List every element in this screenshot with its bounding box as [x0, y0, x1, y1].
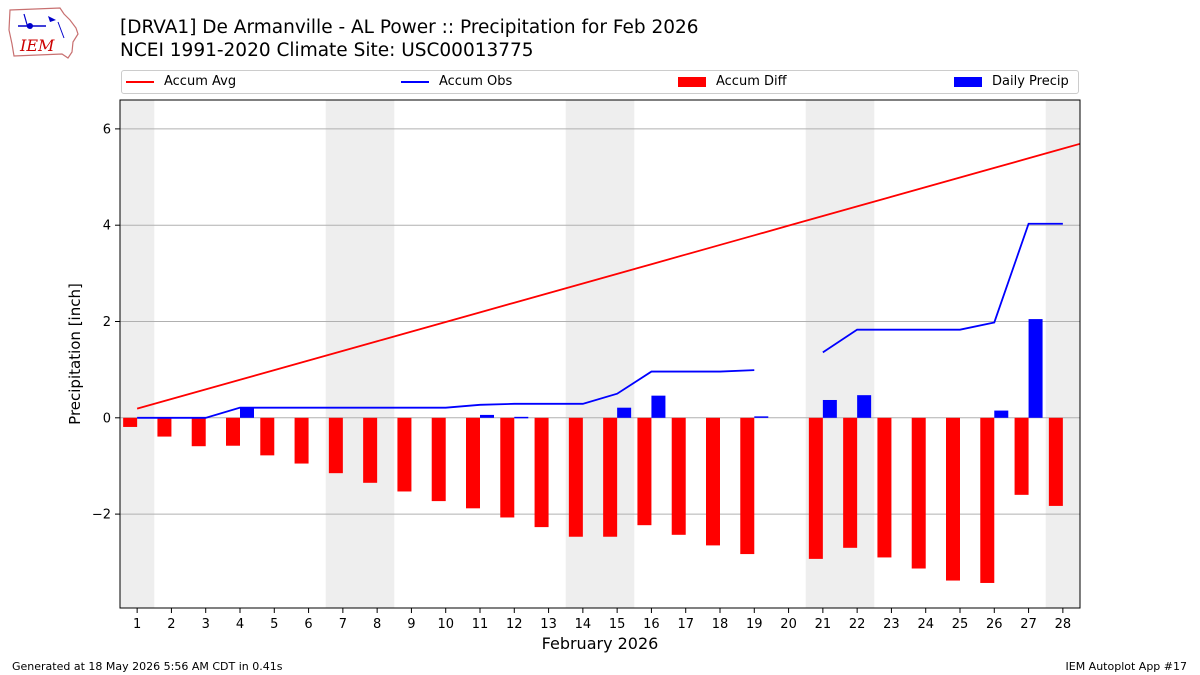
daily-precip-bar [651, 395, 666, 418]
plot-frame [119, 99, 1081, 609]
legend-label-accum-avg: Accum Avg [164, 74, 237, 89]
accum-diff-bar [877, 417, 892, 558]
legend-swatch-accum-obs [401, 80, 429, 83]
y-tick-label: 6 [103, 122, 111, 137]
y-tick-label: 0 [103, 411, 111, 426]
daily-precip-bar [480, 414, 494, 418]
footer-app: IEM Autoplot App #17 [1065, 660, 1188, 673]
x-tick-label: 13 [540, 617, 557, 632]
logo-wordmark: IEM [19, 36, 55, 55]
weekend-band [120, 100, 155, 608]
x-tick-label: 10 [437, 617, 454, 632]
x-tick-label: 14 [575, 617, 592, 632]
y-tick-label: 4 [103, 219, 111, 234]
x-tick-label: 24 [917, 617, 934, 632]
x-tick-label: 11 [472, 617, 489, 632]
accum-avg-line [136, 142, 1081, 410]
x-tick-label: 17 [677, 617, 694, 632]
legend-swatch-daily-precip [954, 76, 982, 87]
accum-diff-bar [431, 417, 446, 502]
x-tick-label: 19 [746, 617, 763, 632]
accum-diff-bar [397, 417, 412, 492]
chart-subtitle: NCEI 1991-2020 Climate Site: USC00013775 [120, 40, 534, 61]
accum-diff-bar [123, 417, 138, 427]
accum-diff-bar [260, 417, 275, 456]
legend-item-accum-diff: Accum Diff [678, 74, 787, 89]
x-tick-label: 25 [952, 617, 969, 632]
accum-diff-bar [534, 417, 549, 528]
legend-swatch-accum-diff [678, 76, 706, 87]
accum-diff-bar [808, 417, 823, 559]
x-tick-label: 2 [167, 617, 175, 632]
x-tick-label: 26 [986, 617, 1003, 632]
daily-precip-bar [1028, 319, 1043, 418]
accum-diff-bar [1048, 417, 1063, 506]
x-tick-label: 20 [780, 617, 797, 632]
legend-swatch-accum-avg [126, 80, 154, 83]
x-tick-label: 15 [609, 617, 626, 632]
accum-diff-bar [946, 417, 960, 581]
y-tick-label: −2 [92, 508, 111, 523]
accum-diff-bar [637, 417, 652, 526]
daily-precip-bar [754, 416, 769, 418]
x-axis-label: February 2026 [542, 634, 659, 653]
accum-diff-bar [568, 417, 583, 537]
legend-item-accum-avg: Accum Avg [126, 74, 236, 89]
x-tick-label: 23 [883, 617, 900, 632]
x-tick-label: 18 [712, 617, 729, 632]
accum-diff-bar [980, 417, 995, 583]
accum-diff-bar [466, 417, 480, 509]
accum-diff-bar [671, 417, 686, 535]
y-tick-label: 2 [103, 315, 111, 330]
legend-item-accum-obs: Accum Obs [401, 74, 512, 89]
y-axis-label: Precipitation [inch] [66, 283, 84, 425]
daily-precip-bar [994, 410, 1009, 418]
x-tick-label: 1 [133, 617, 141, 632]
x-tick-label: 22 [849, 617, 866, 632]
accum-diff-bar [603, 417, 618, 537]
accum-obs-line [822, 222, 1063, 354]
accum-diff-bar [191, 417, 206, 447]
accum-diff-bar [294, 417, 309, 464]
daily-precip-bar [857, 395, 872, 418]
x-tick-label: 3 [202, 617, 210, 632]
iem-logo: IEM [8, 7, 79, 59]
legend: Accum Avg Accum Obs Accum Diff Daily Pre… [121, 70, 1079, 94]
accum-diff-bar [500, 417, 515, 518]
daily-precip-bar [617, 407, 632, 418]
accum-diff-bar [706, 417, 720, 546]
accum-diff-bar [1014, 417, 1029, 495]
x-tick-label: 12 [506, 617, 523, 632]
x-tick-label: 6 [304, 617, 312, 632]
weekend-band [1045, 100, 1080, 608]
daily-precip-bar [514, 416, 529, 419]
legend-item-daily-precip: Daily Precip [954, 74, 1069, 89]
accum-diff-bar [328, 417, 343, 474]
x-tick-label: 7 [339, 617, 347, 632]
footer-generated: Generated at 18 May 2026 5:56 AM CDT in … [12, 660, 283, 673]
accum-diff-bar [363, 417, 378, 483]
legend-label-accum-diff: Accum Diff [716, 74, 787, 89]
x-tick-label: 9 [407, 617, 415, 632]
x-tick-label: 27 [1020, 617, 1037, 632]
daily-precip-bar [822, 399, 837, 418]
x-tick-label: 4 [236, 617, 244, 632]
x-tick-label: 21 [815, 617, 832, 632]
accum-diff-bar [911, 417, 926, 569]
x-tick-label: 8 [373, 617, 381, 632]
legend-label-accum-obs: Accum Obs [439, 74, 513, 89]
weekend-band [325, 100, 395, 608]
chart-title: [DRVA1] De Armanville - AL Power :: Prec… [120, 17, 699, 38]
accum-diff-bar [843, 417, 858, 548]
accum-diff-bar [226, 417, 240, 446]
legend-label-daily-precip: Daily Precip [992, 74, 1069, 89]
daily-precip-bar [240, 407, 254, 418]
x-tick-label: 28 [1055, 617, 1072, 632]
accum-diff-bar [740, 417, 755, 555]
accum-obs-line [137, 369, 755, 419]
x-tick-label: 16 [643, 617, 660, 632]
x-tick-label: 5 [270, 617, 278, 632]
accum-diff-bar [157, 417, 172, 437]
